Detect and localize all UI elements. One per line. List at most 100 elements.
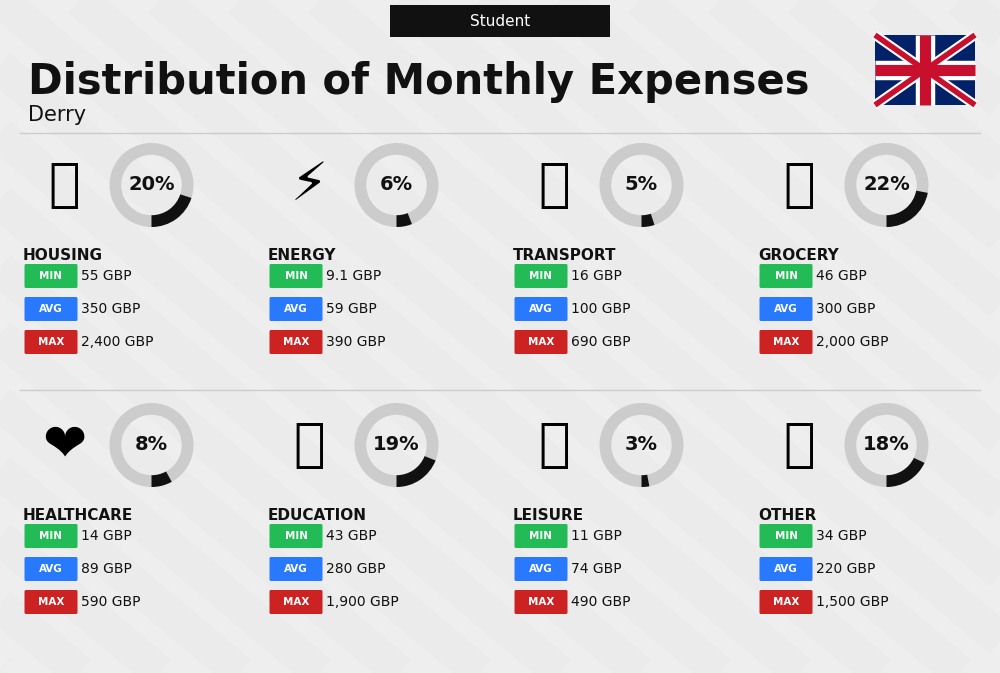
Wedge shape — [396, 213, 412, 227]
Text: 100 GBP: 100 GBP — [571, 302, 631, 316]
Text: OTHER: OTHER — [758, 508, 816, 523]
FancyBboxPatch shape — [875, 35, 975, 105]
Text: 1,900 GBP: 1,900 GBP — [326, 595, 399, 609]
Text: MIN: MIN — [40, 271, 62, 281]
Wedge shape — [844, 403, 928, 487]
Text: 20%: 20% — [128, 176, 175, 194]
Wedge shape — [887, 458, 925, 487]
FancyBboxPatch shape — [760, 524, 812, 548]
Text: 2,000 GBP: 2,000 GBP — [816, 335, 889, 349]
Wedge shape — [642, 214, 654, 227]
Text: MAX: MAX — [283, 597, 309, 607]
Text: 46 GBP: 46 GBP — [816, 269, 867, 283]
Text: AVG: AVG — [284, 564, 308, 574]
Text: 16 GBP: 16 GBP — [571, 269, 622, 283]
Text: 18%: 18% — [863, 435, 910, 454]
Text: MIN: MIN — [774, 271, 798, 281]
Text: 6%: 6% — [380, 176, 413, 194]
Text: ⚡: ⚡ — [291, 159, 328, 211]
Text: 59 GBP: 59 GBP — [326, 302, 377, 316]
Wedge shape — [887, 190, 928, 227]
Wedge shape — [152, 194, 191, 227]
Text: 🛍: 🛍 — [539, 419, 570, 471]
Wedge shape — [354, 403, 438, 487]
FancyBboxPatch shape — [24, 297, 78, 321]
Text: MIN: MIN — [530, 531, 552, 541]
Text: 2,400 GBP: 2,400 GBP — [81, 335, 154, 349]
Text: MIN: MIN — [40, 531, 62, 541]
Text: Student: Student — [470, 13, 530, 28]
Text: HEALTHCARE: HEALTHCARE — [23, 508, 133, 523]
FancyBboxPatch shape — [514, 264, 568, 288]
Text: 350 GBP: 350 GBP — [81, 302, 140, 316]
Text: 🛒: 🛒 — [784, 159, 815, 211]
Text: AVG: AVG — [284, 304, 308, 314]
Wedge shape — [110, 403, 194, 487]
Text: 🚌: 🚌 — [539, 159, 570, 211]
Wedge shape — [600, 403, 684, 487]
Text: EDUCATION: EDUCATION — [268, 508, 367, 523]
Text: 300 GBP: 300 GBP — [816, 302, 875, 316]
Text: Distribution of Monthly Expenses: Distribution of Monthly Expenses — [28, 61, 810, 103]
Text: 490 GBP: 490 GBP — [571, 595, 631, 609]
Wedge shape — [642, 474, 649, 487]
FancyBboxPatch shape — [270, 557, 322, 581]
Text: AVG: AVG — [39, 304, 63, 314]
Text: 14 GBP: 14 GBP — [81, 529, 132, 543]
Text: HOUSING: HOUSING — [23, 248, 103, 263]
FancyBboxPatch shape — [514, 297, 568, 321]
Text: 💰: 💰 — [784, 419, 815, 471]
FancyBboxPatch shape — [24, 557, 78, 581]
Text: 690 GBP: 690 GBP — [571, 335, 631, 349]
FancyBboxPatch shape — [270, 524, 322, 548]
Text: 11 GBP: 11 GBP — [571, 529, 622, 543]
FancyBboxPatch shape — [760, 557, 812, 581]
Text: MIN: MIN — [530, 271, 552, 281]
Text: 280 GBP: 280 GBP — [326, 562, 386, 576]
Text: 1,500 GBP: 1,500 GBP — [816, 595, 889, 609]
Text: MAX: MAX — [283, 337, 309, 347]
Text: Derry: Derry — [28, 105, 86, 125]
Text: AVG: AVG — [529, 304, 553, 314]
Wedge shape — [152, 472, 172, 487]
FancyBboxPatch shape — [270, 297, 322, 321]
FancyBboxPatch shape — [24, 590, 78, 614]
Text: MAX: MAX — [528, 597, 554, 607]
Text: MAX: MAX — [38, 597, 64, 607]
Text: AVG: AVG — [774, 304, 798, 314]
FancyBboxPatch shape — [24, 524, 78, 548]
Text: MAX: MAX — [38, 337, 64, 347]
Text: MAX: MAX — [773, 337, 799, 347]
Text: 89 GBP: 89 GBP — [81, 562, 132, 576]
FancyBboxPatch shape — [760, 264, 812, 288]
FancyBboxPatch shape — [514, 557, 568, 581]
Text: 🎓: 🎓 — [294, 419, 325, 471]
Text: LEISURE: LEISURE — [513, 508, 584, 523]
Text: 55 GBP: 55 GBP — [81, 269, 132, 283]
Text: 43 GBP: 43 GBP — [326, 529, 377, 543]
FancyBboxPatch shape — [270, 264, 322, 288]
Text: AVG: AVG — [774, 564, 798, 574]
FancyBboxPatch shape — [390, 5, 610, 37]
Wedge shape — [600, 143, 684, 227]
Wedge shape — [396, 456, 436, 487]
Text: AVG: AVG — [529, 564, 553, 574]
Text: 22%: 22% — [863, 176, 910, 194]
Text: 🏢: 🏢 — [49, 159, 80, 211]
FancyBboxPatch shape — [514, 524, 568, 548]
Text: MAX: MAX — [528, 337, 554, 347]
FancyBboxPatch shape — [760, 590, 812, 614]
Text: 590 GBP: 590 GBP — [81, 595, 140, 609]
Text: 19%: 19% — [373, 435, 420, 454]
Text: MIN: MIN — [285, 531, 308, 541]
Text: 220 GBP: 220 GBP — [816, 562, 875, 576]
Text: ❤: ❤ — [42, 419, 87, 471]
FancyBboxPatch shape — [514, 330, 568, 354]
Text: 5%: 5% — [625, 176, 658, 194]
Text: MIN: MIN — [774, 531, 798, 541]
Text: ENERGY: ENERGY — [268, 248, 336, 263]
Wedge shape — [844, 143, 928, 227]
Text: AVG: AVG — [39, 564, 63, 574]
Wedge shape — [110, 143, 194, 227]
Text: 3%: 3% — [625, 435, 658, 454]
